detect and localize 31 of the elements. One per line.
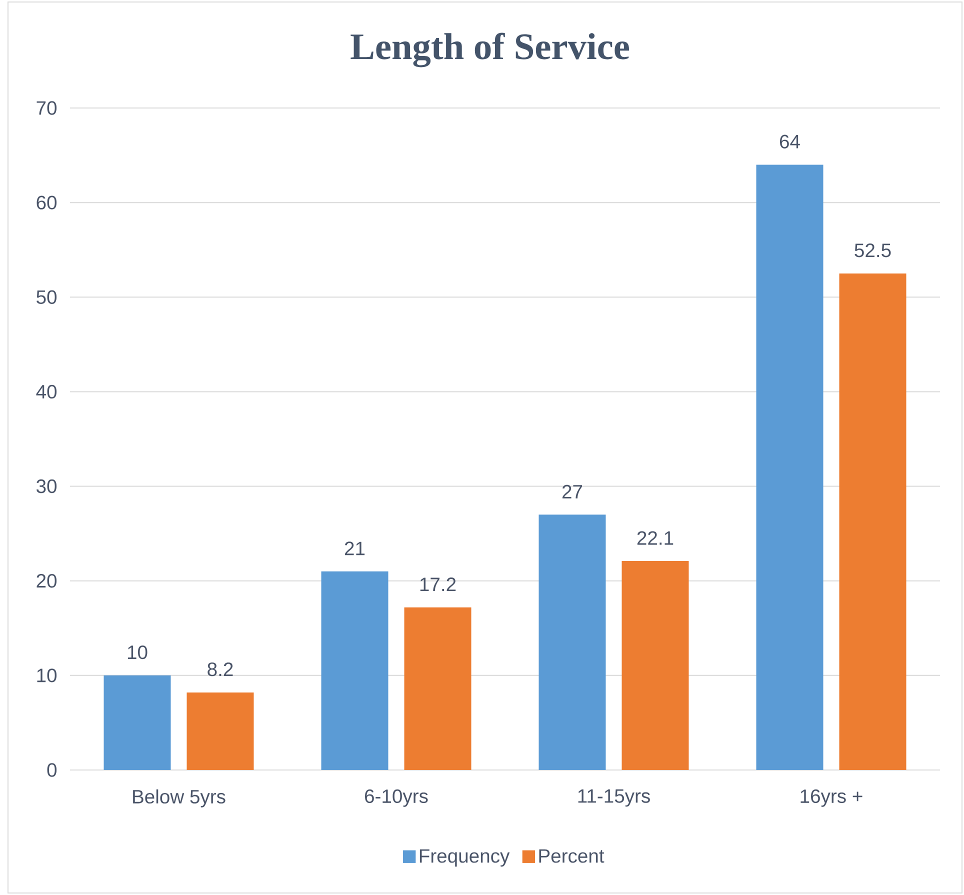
legend-label: Frequency (420, 849, 510, 867)
bar (186, 692, 254, 770)
x-tick-label: Below 5yrs (133, 789, 226, 808)
bar (404, 607, 472, 770)
y-tick-label: 20 (36, 574, 57, 588)
bar (756, 164, 824, 770)
data-label: 8.2 (208, 662, 233, 676)
y-tick-label: 70 (36, 101, 57, 115)
x-tick-label: 16yrs + (800, 789, 862, 807)
data-label: 10 (128, 645, 148, 660)
data-label: 64 (780, 134, 800, 148)
bar (104, 675, 171, 770)
legend-label: Percent (539, 849, 604, 863)
bar (622, 560, 689, 770)
chart-title: Length of Service (350, 32, 630, 68)
data-label: 22.1 (637, 531, 674, 545)
y-tick-label: 60 (36, 196, 57, 210)
y-tick-label: 0 (47, 763, 57, 777)
data-label: 27 (562, 484, 582, 498)
x-tick-label: 11-15yrs (578, 789, 650, 807)
data-label: 21 (344, 542, 365, 556)
bar (839, 273, 906, 770)
x-tick-label: 6-10yrs (365, 789, 428, 807)
y-tick-label: 40 (36, 384, 57, 399)
bar (321, 571, 388, 770)
y-tick-label: 10 (37, 668, 57, 682)
bar (538, 514, 606, 770)
data-label: 17.2 (420, 578, 456, 592)
data-label: 52.5 (854, 244, 891, 258)
y-tick-label: 30 (36, 479, 57, 494)
y-tick-label: 50 (36, 290, 57, 304)
